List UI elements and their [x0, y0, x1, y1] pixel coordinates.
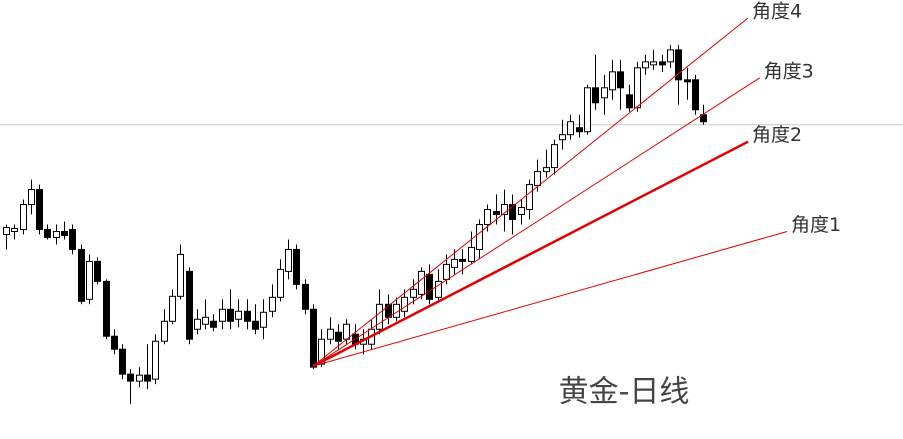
fan-label: 角度3	[764, 60, 814, 82]
candle-body	[576, 127, 583, 133]
candle-body	[584, 87, 591, 133]
candle-body	[202, 316, 209, 325]
candle-body	[609, 71, 616, 91]
candle-body	[20, 204, 27, 230]
candle-body	[518, 207, 525, 216]
fan-label: 角度1	[791, 214, 841, 236]
candle-body	[426, 273, 433, 300]
candle-body	[11, 227, 18, 232]
candle-body	[269, 296, 276, 312]
candle-body	[484, 209, 491, 225]
candle-body	[659, 61, 666, 66]
candle-body	[700, 114, 707, 123]
candle-body	[119, 348, 126, 375]
candle-body	[634, 67, 641, 109]
candle-body	[152, 340, 159, 380]
candle-body	[3, 226, 10, 235]
candle-body	[343, 323, 350, 340]
fan-line	[312, 17, 749, 367]
fan-line	[312, 140, 749, 368]
candle-body	[161, 320, 168, 342]
candle-body	[94, 260, 101, 282]
fan-line	[312, 77, 760, 367]
candle-body	[435, 280, 442, 298]
candle-body	[244, 310, 251, 322]
candle-body	[650, 61, 657, 66]
candle-body	[260, 311, 267, 328]
candle-body	[684, 79, 691, 83]
candle-body	[675, 49, 682, 81]
fan-line	[312, 230, 788, 367]
candle-body	[626, 94, 633, 109]
candle-body	[476, 223, 483, 250]
candle-body	[186, 270, 193, 340]
candle-body	[252, 320, 259, 330]
fan-label: 角度4	[752, 0, 802, 22]
candle-body	[136, 374, 143, 382]
candle-body	[277, 268, 284, 298]
candle-body	[103, 280, 110, 337]
candle-body	[410, 288, 417, 298]
candle-body	[493, 211, 500, 216]
candle-body	[169, 295, 176, 322]
candle-body	[526, 184, 533, 211]
candle-body	[601, 87, 608, 99]
candle-body	[111, 335, 118, 350]
candle-body	[592, 87, 599, 104]
candle-body	[418, 270, 425, 295]
candle-body	[667, 49, 674, 63]
candle-body	[642, 61, 649, 69]
candle-body	[285, 248, 292, 272]
candle-body	[293, 248, 300, 285]
candle-body	[194, 318, 201, 330]
candle-body	[69, 228, 76, 250]
candle-body	[559, 134, 566, 141]
candle-body	[310, 308, 317, 368]
candle-body	[78, 248, 85, 302]
candle-body	[219, 308, 226, 322]
candle-body	[335, 331, 342, 342]
chart-title: 黄金-日线	[559, 375, 690, 410]
candle-body	[227, 308, 234, 322]
candle-body	[443, 263, 450, 280]
candle-body	[617, 71, 624, 89]
candle-body	[567, 121, 574, 136]
candle-body	[28, 189, 35, 206]
candle-body	[376, 303, 383, 330]
candle-body	[543, 167, 550, 173]
candle-body	[401, 296, 408, 312]
candle-body	[509, 204, 516, 220]
candle-body	[235, 310, 242, 320]
candle-body	[468, 246, 475, 262]
candle-body	[36, 189, 43, 230]
candle-body	[86, 260, 93, 300]
candle-body	[44, 228, 51, 238]
candle-body	[210, 320, 217, 328]
candle-body	[177, 253, 184, 297]
candle-body	[534, 171, 541, 187]
candle-body	[53, 230, 60, 238]
candle-body	[61, 230, 68, 236]
candle-body	[551, 144, 558, 169]
candle-body	[451, 258, 458, 268]
fan-label: 角度2	[752, 124, 802, 146]
candle-body	[127, 373, 134, 382]
candle-body	[302, 283, 309, 310]
candle-body	[144, 374, 151, 382]
candle-body	[459, 258, 466, 262]
candle-body	[692, 79, 699, 111]
candle-body	[501, 204, 508, 216]
candle-body	[327, 328, 334, 340]
